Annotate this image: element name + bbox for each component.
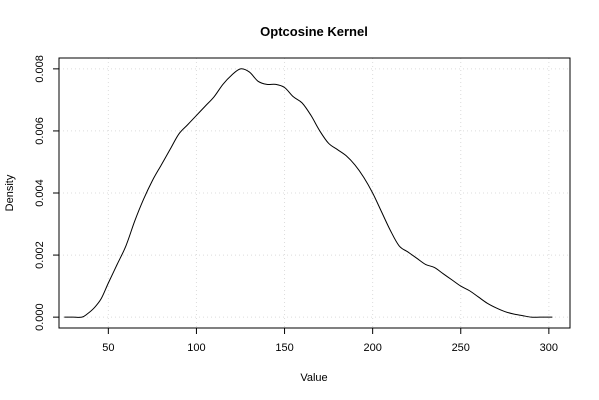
x-tick-label-1: 100 [187,342,205,354]
y-axis: 0.000 0.002 0.004 0.006 0.008 [34,55,60,331]
x-tick-label-5: 300 [540,342,558,354]
x-axis-label: Value [300,372,327,384]
x-tick-label-3: 200 [363,342,381,354]
y-tick-label-2: 0.004 [34,179,46,207]
x-tick-label-4: 250 [452,342,470,354]
y-tick-label-3: 0.006 [34,117,46,145]
chart-title: Optcosine Kernel [260,24,368,39]
x-axis: 50 100 150 200 250 300 [102,327,558,354]
grid [59,58,570,328]
density-line [64,68,553,318]
y-tick-label-0: 0.000 [34,303,46,331]
x-tick-label-2: 150 [275,342,293,354]
y-tick-label-4: 0.008 [34,55,46,83]
y-tick-label-1: 0.002 [34,241,46,269]
x-tick-label-0: 50 [102,342,114,354]
y-axis-label: Density [4,174,16,211]
